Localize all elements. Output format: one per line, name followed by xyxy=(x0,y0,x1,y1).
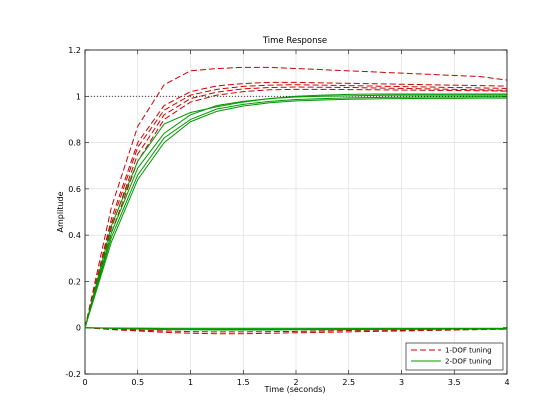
series-line-1dof xyxy=(84,84,508,328)
x-axis-label: Time (seconds) xyxy=(263,385,325,394)
series-line-1dof xyxy=(84,86,508,328)
plot-area xyxy=(84,49,508,375)
y-tick-label: 0.6 xyxy=(68,185,81,194)
x-tick-label: 0.5 xyxy=(131,378,144,387)
chart-title: Time Response xyxy=(262,36,327,46)
x-tick-label: 4 xyxy=(504,378,509,387)
y-tick-label: 0.4 xyxy=(68,231,81,240)
x-tick-label: 2.5 xyxy=(342,378,355,387)
x-tick-label: 3 xyxy=(399,378,404,387)
series-line-2dof xyxy=(84,94,507,328)
series-group xyxy=(84,66,508,335)
legend: 1-DOF tuning 2-DOF tuning xyxy=(405,342,504,371)
series-line-1dof xyxy=(84,81,508,328)
x-tick-label: 3.5 xyxy=(448,378,461,387)
series-disturbance-line-2dof xyxy=(84,327,508,330)
series-disturbance-line-1dof xyxy=(84,327,508,335)
series-line-2dof xyxy=(84,97,507,328)
y-tick-label: 1 xyxy=(76,92,81,101)
y-tick-label: 0.2 xyxy=(68,277,81,286)
x-tick-label: 1 xyxy=(188,378,193,387)
y-tick-label: 1.2 xyxy=(68,46,81,55)
y-axis-label: Amplitude xyxy=(56,191,65,232)
y-tick-labels: -0.2 0 0.2 0.4 0.6 0.8 1 1.2 xyxy=(65,46,81,379)
series-line-1dof xyxy=(84,66,508,328)
y-tick-label: 0.8 xyxy=(68,139,81,148)
series-line-2dof xyxy=(84,96,507,328)
legend-box xyxy=(405,342,504,371)
series-line-1dof xyxy=(84,88,508,328)
series-line-2dof xyxy=(84,93,507,328)
y-tick-label: -0.2 xyxy=(65,370,81,379)
grid-lines xyxy=(85,50,507,374)
x-tick-labels: 0 0.5 1 1.5 2 2.5 3 3.5 4 xyxy=(82,378,509,387)
x-tick-label: 2 xyxy=(293,378,298,387)
legend-label-2dof: 2-DOF tuning xyxy=(445,358,492,366)
y-tick-label: 0 xyxy=(76,324,81,333)
legend-label-1dof: 1-DOF tuning xyxy=(445,347,492,355)
x-tick-label: 0 xyxy=(82,378,87,387)
x-tick-label: 1.5 xyxy=(237,378,250,387)
